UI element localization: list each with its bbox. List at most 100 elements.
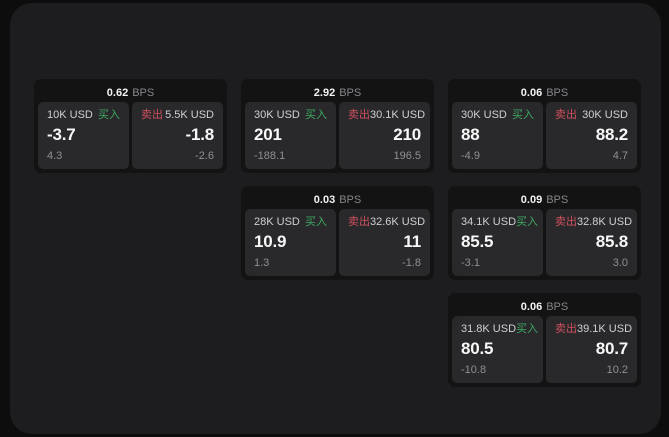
sell-tile-header: 卖出 39.1K USD: [555, 323, 632, 336]
sell-tile[interactable]: 卖出 39.1K USD 80.7 10.2: [546, 316, 637, 383]
buy-notional: 10K USD: [47, 109, 93, 121]
buy-price: 88: [461, 125, 480, 144]
buy-tile[interactable]: 31.8K USD 买入 80.5 -10.8: [452, 316, 543, 383]
quote-card: 0.62 BPS 10K USD 买入 -3.7 4.3 卖出 5.5K USD: [34, 79, 227, 173]
sell-notional: 5.5K USD: [165, 109, 214, 121]
buy-sub-value: -3.1: [461, 257, 480, 269]
buy-price: -3.7: [47, 125, 76, 144]
main-panel: 0.62 BPS 10K USD 买入 -3.7 4.3 卖出 5.5K USD: [10, 3, 661, 434]
buy-tile-header: 28K USD 买入: [254, 216, 327, 229]
sell-tile[interactable]: 卖出 5.5K USD -1.8 -2.6: [132, 102, 223, 169]
card-header: 0.03 BPS: [245, 190, 430, 209]
card-header: 0.09 BPS: [452, 190, 637, 209]
buy-price: 85.5: [461, 232, 494, 251]
buy-tag: 买入: [98, 109, 120, 121]
buy-tag: 买入: [512, 109, 534, 121]
quote-card-grid: 0.62 BPS 10K USD 买入 -3.7 4.3 卖出 5.5K USD: [34, 79, 641, 387]
card-body: 30K USD 买入 201 -188.1 卖出 30.1K USD 210 1…: [245, 102, 430, 169]
sell-sub-value: 3.0: [612, 257, 628, 269]
quote-card: 0.03 BPS 28K USD 买入 10.9 1.3 卖出 32.6K US…: [241, 186, 434, 280]
buy-tile[interactable]: 30K USD 买入 88 -4.9: [452, 102, 543, 169]
bps-value: 0.62: [106, 86, 129, 99]
sell-notional: 30K USD: [582, 109, 628, 121]
buy-tile-header: 10K USD 买入: [47, 109, 120, 122]
buy-notional: 28K USD: [254, 216, 300, 228]
bps-unit-label: BPS: [339, 86, 362, 99]
buy-sub-value: 1.3: [254, 257, 270, 269]
sell-sub-value: -1.8: [402, 257, 421, 269]
sell-notional: 39.1K USD: [577, 323, 633, 335]
quote-card: 0.06 BPS 31.8K USD 买入 80.5 -10.8 卖出 39.1…: [448, 293, 641, 387]
buy-tile[interactable]: 34.1K USD 买入 85.5 -3.1: [452, 209, 543, 276]
bps-value: 0.06: [520, 86, 543, 99]
sell-tag: 卖出: [555, 109, 577, 121]
sell-tag: 卖出: [141, 109, 163, 121]
sell-tag: 卖出: [555, 216, 577, 228]
bps-value: 0.03: [313, 193, 336, 206]
buy-tile[interactable]: 10K USD 买入 -3.7 4.3: [38, 102, 129, 169]
buy-tile[interactable]: 30K USD 买入 201 -188.1: [245, 102, 336, 169]
sell-tile[interactable]: 卖出 32.6K USD 11 -1.8: [339, 209, 430, 276]
sell-notional: 30.1K USD: [370, 109, 426, 121]
sell-tile-header: 卖出 32.8K USD: [555, 216, 632, 229]
sell-price: 80.7: [595, 339, 628, 358]
bps-value: 0.06: [520, 300, 543, 313]
sell-tile-header: 卖出 32.6K USD: [348, 216, 425, 229]
sell-notional: 32.8K USD: [577, 216, 633, 228]
sell-price: 210: [393, 125, 421, 144]
buy-sub-value: 4.3: [47, 150, 63, 162]
card-body: 34.1K USD 买入 85.5 -3.1 卖出 32.8K USD 85.8…: [452, 209, 637, 276]
bps-unit-label: BPS: [339, 193, 362, 206]
bps-unit-label: BPS: [546, 300, 569, 313]
sell-sub-value: 196.5: [393, 150, 421, 162]
card-header: 2.92 BPS: [245, 83, 430, 102]
buy-tile[interactable]: 28K USD 买入 10.9 1.3: [245, 209, 336, 276]
bps-unit-label: BPS: [546, 193, 569, 206]
sell-tile[interactable]: 卖出 30.1K USD 210 196.5: [339, 102, 430, 169]
sell-sub-value: 10.2: [606, 364, 628, 376]
sell-tile-header: 卖出 30.1K USD: [348, 109, 425, 122]
buy-tile-header: 31.8K USD 买入: [461, 323, 538, 336]
quote-card: 2.92 BPS 30K USD 买入 201 -188.1 卖出 30.1K …: [241, 79, 434, 173]
bps-value: 0.09: [520, 193, 543, 206]
buy-sub-value: -10.8: [461, 364, 487, 376]
buy-tile-header: 30K USD 买入: [461, 109, 534, 122]
card-header: 0.62 BPS: [38, 83, 223, 102]
sell-tag: 卖出: [348, 109, 370, 121]
buy-sub-value: -4.9: [461, 150, 480, 162]
card-body: 31.8K USD 买入 80.5 -10.8 卖出 39.1K USD 80.…: [452, 316, 637, 383]
quote-card: 0.06 BPS 30K USD 买入 88 -4.9 卖出 30K USD: [448, 79, 641, 173]
bps-unit-label: BPS: [132, 86, 155, 99]
buy-notional: 30K USD: [254, 109, 300, 121]
sell-price: 88.2: [595, 125, 628, 144]
bps-value: 2.92: [313, 86, 336, 99]
buy-sub-value: -188.1: [254, 150, 286, 162]
sell-price: 85.8: [595, 232, 628, 251]
buy-notional: 31.8K USD: [461, 323, 517, 335]
sell-notional: 32.6K USD: [370, 216, 426, 228]
sell-sub-value: -2.6: [195, 150, 214, 162]
sell-tag: 卖出: [555, 323, 577, 335]
card-header: 0.06 BPS: [452, 83, 637, 102]
quote-card: 0.09 BPS 34.1K USD 买入 85.5 -3.1 卖出 32.8K…: [448, 186, 641, 280]
buy-notional: 34.1K USD: [461, 216, 517, 228]
buy-tile-header: 34.1K USD 买入: [461, 216, 538, 229]
sell-tile-header: 卖出 30K USD: [555, 109, 628, 122]
card-body: 28K USD 买入 10.9 1.3 卖出 32.6K USD 11 -1.8: [245, 209, 430, 276]
buy-price: 80.5: [461, 339, 494, 358]
sell-sub-value: 4.7: [612, 150, 628, 162]
buy-tag: 买入: [305, 109, 327, 121]
sell-tile[interactable]: 卖出 30K USD 88.2 4.7: [546, 102, 637, 169]
bps-unit-label: BPS: [546, 86, 569, 99]
buy-notional: 30K USD: [461, 109, 507, 121]
buy-price: 10.9: [254, 232, 287, 251]
buy-price: 201: [254, 125, 282, 144]
sell-tile[interactable]: 卖出 32.8K USD 85.8 3.0: [546, 209, 637, 276]
buy-tag: 买入: [305, 216, 327, 228]
buy-tag: 买入: [516, 216, 539, 228]
card-body: 30K USD 买入 88 -4.9 卖出 30K USD 88.2 4.7: [452, 102, 637, 169]
sell-price: 11: [403, 232, 421, 251]
buy-tile-header: 30K USD 买入: [254, 109, 327, 122]
buy-tag: 买入: [516, 323, 539, 335]
sell-tile-header: 卖出 5.5K USD: [141, 109, 214, 122]
